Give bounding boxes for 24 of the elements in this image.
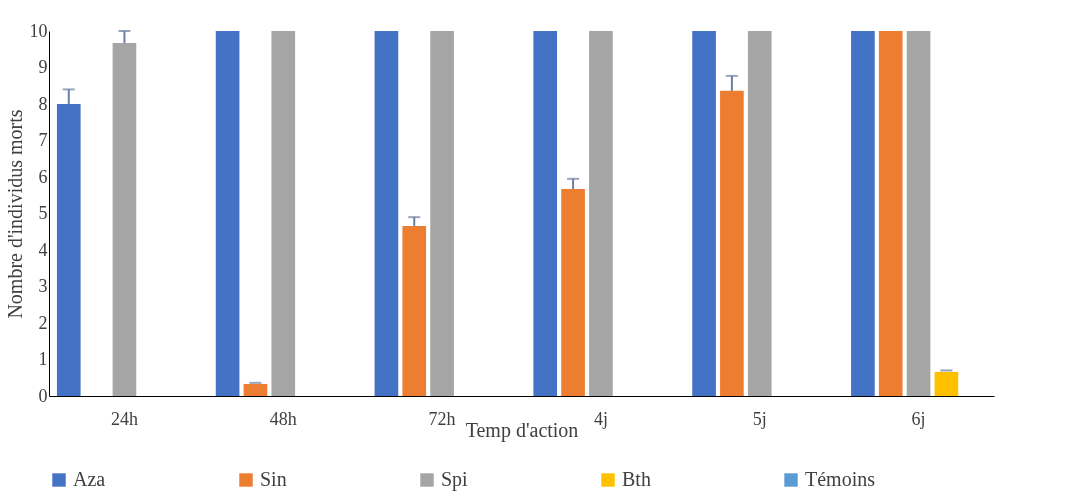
legend-label: Témoins xyxy=(805,468,876,490)
x-tick-label: 24h xyxy=(110,408,138,429)
y-tick-label: 8 xyxy=(38,93,48,114)
y-tick-label: 3 xyxy=(38,276,48,296)
y-tick-label: 0 xyxy=(38,385,48,406)
y-tick-label: 5 xyxy=(38,203,48,223)
y-tick-label: 9 xyxy=(38,57,48,77)
legend-label: Aza xyxy=(73,468,106,490)
legend-label: Spi xyxy=(441,468,469,491)
x-tick-label: 72h xyxy=(428,408,456,429)
y-tick-label: 4 xyxy=(38,239,48,260)
x-tick-label: 5j xyxy=(752,408,767,429)
x-axis-title: Temp d'action xyxy=(465,418,579,442)
x-tick-label: 6j xyxy=(911,408,926,429)
y-tick-label: 7 xyxy=(38,130,48,150)
x-tick-label: 48h xyxy=(269,408,297,429)
y-axis-title: Nombre d'individus morts xyxy=(3,109,26,319)
legend-label: Sin xyxy=(260,468,287,490)
y-tick-label: 2 xyxy=(38,312,48,333)
y-tick-label: 1 xyxy=(38,349,48,369)
y-tick-label: 10 xyxy=(29,20,48,41)
legend-label: Bth xyxy=(622,468,651,490)
y-tick-label: 6 xyxy=(38,166,48,187)
x-tick-label: 4j xyxy=(593,408,608,429)
